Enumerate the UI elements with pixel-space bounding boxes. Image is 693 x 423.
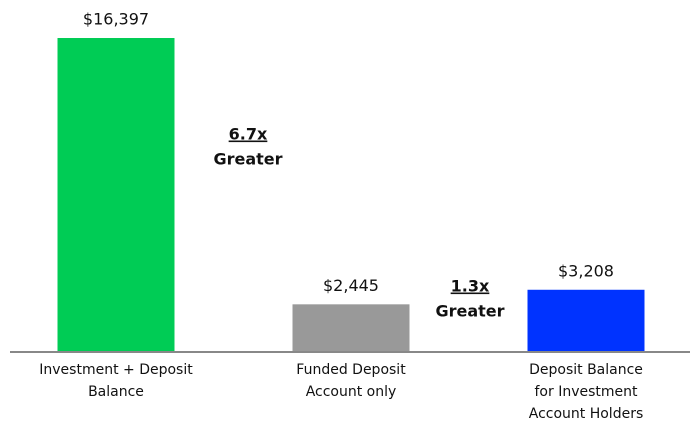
x-tick-label: Balance — [88, 384, 144, 400]
x-tick-label: Account Holders — [529, 406, 644, 422]
annotation-ratio: 6.7x — [229, 125, 268, 144]
x-tick-label: for Investment — [535, 384, 639, 400]
x-tick-label: Account only — [306, 384, 397, 400]
annotation-text: Greater — [435, 302, 504, 321]
value-label: $3,208 — [558, 261, 614, 280]
x-tick-label: Funded Deposit — [296, 362, 406, 378]
value-label: $16,397 — [83, 10, 149, 29]
annotation-ratio: 1.3x — [451, 277, 490, 296]
bar — [57, 38, 175, 352]
bar — [527, 289, 645, 351]
value-label: $2,445 — [323, 276, 379, 295]
x-tick-label: Investment + Deposit — [39, 362, 193, 378]
x-tick-label: Deposit Balance — [529, 362, 643, 378]
annotation-text: Greater — [213, 150, 282, 169]
bar — [292, 304, 410, 351]
